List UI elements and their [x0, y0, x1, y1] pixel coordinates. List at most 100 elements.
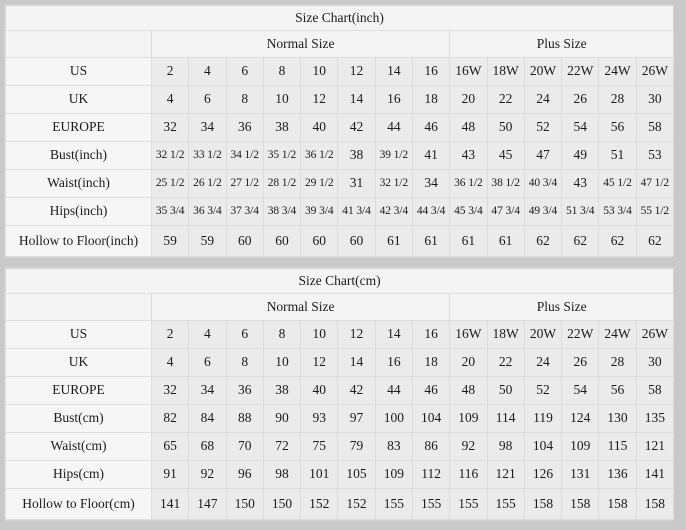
table-cell: 60 [337, 225, 376, 257]
table-cell: 62 [561, 225, 600, 257]
table-cell: 46 [411, 376, 451, 405]
table-cell: 6 [225, 320, 264, 349]
table-cell: 8 [225, 85, 264, 114]
table-cell: 24 [523, 348, 563, 377]
table-cell: 34 1/2 [225, 141, 264, 170]
table-cell: 12 [337, 57, 376, 86]
table-cell: 42 [337, 113, 376, 142]
table-cell: 4 [188, 320, 227, 349]
table-cell: 126 [523, 460, 563, 489]
table-cell: 20W [523, 320, 563, 349]
title-row: Size Chart(inch) [4, 5, 675, 31]
table-cell: 14 [337, 348, 376, 377]
table-cell: 43 [449, 141, 488, 170]
table-cell: 100 [374, 404, 413, 433]
table-cell: 115 [598, 432, 637, 461]
table-cell: 47 [523, 141, 563, 170]
table-cell: 158 [561, 488, 600, 520]
table-cell: 36 1/2 [300, 141, 339, 170]
table-row: EUROPE 32 34 36 38 40 42 44 46 48 50 52 54 56 58 [5, 376, 675, 405]
table-cell: 50 [486, 376, 525, 405]
table-cell: 14 [337, 85, 376, 114]
group-header-plus-size: Plus Size [449, 30, 675, 58]
table-cell: 49 [561, 141, 600, 170]
table-cell: 97 [337, 404, 376, 433]
table-cell: 36 1/2 [449, 169, 488, 198]
table-cell: 10 [300, 320, 339, 349]
table-cell: 91 [150, 460, 190, 489]
row-label: US [5, 320, 152, 349]
table-cell: 18W [486, 57, 525, 86]
table-cell: 26 1/2 [188, 169, 227, 198]
group-header-row: Normal Size Plus Size [5, 293, 675, 321]
table-cell: 40 [300, 113, 339, 142]
table-cell: 39 3/4 [300, 197, 339, 226]
table-cell: 54 [561, 113, 600, 142]
table-cell: 131 [561, 460, 600, 489]
table-row: Bust(cm) 82 84 88 90 93 97 100 104 109 114 119 124 13… [5, 404, 675, 433]
size-chart-inch: Size Chart(inch) Normal Size Plus Size US 2 4… [4, 4, 675, 258]
table-cell: 55 1/2 [635, 197, 675, 226]
table-cell: 51 3/4 [561, 197, 600, 226]
table-cell: 35 1/2 [262, 141, 302, 170]
table-row: Waist(inch) 25 1/2 26 1/2 27 1/2 28 1/2 29 1/… [5, 169, 675, 198]
table-cell: 104 [523, 432, 563, 461]
table-cell: 46 [411, 113, 451, 142]
table-cell: 88 [225, 404, 264, 433]
table-cell: 98 [486, 432, 525, 461]
table-cell: 34 [188, 113, 227, 142]
table-cell: 101 [300, 460, 339, 489]
table-cell: 116 [449, 460, 488, 489]
table-cell: 42 3/4 [374, 197, 413, 226]
row-label: Hips(cm) [5, 460, 152, 489]
table-cell: 12 [300, 85, 339, 114]
table-cell: 45 [486, 141, 525, 170]
table-cell: 10 [262, 348, 302, 377]
row-label: Bust(cm) [5, 404, 152, 433]
table-cell: 112 [411, 460, 451, 489]
table-cell: 28 [598, 85, 637, 114]
table-cell: 44 3/4 [411, 197, 451, 226]
row-label: Hollow to Floor(inch) [5, 225, 152, 257]
table-cell: 58 [635, 376, 675, 405]
table-cell: 38 3/4 [262, 197, 302, 226]
table-cell: 54 [561, 376, 600, 405]
table-cell: 22 [486, 348, 525, 377]
chart-title: Size Chart(cm) [4, 268, 675, 294]
table-cell: 155 [449, 488, 488, 520]
table-cell: 141 [150, 488, 190, 520]
table-cell: 4 [150, 348, 190, 377]
table-cell: 16W [449, 57, 488, 86]
table-cell: 90 [262, 404, 302, 433]
chart-title: Size Chart(inch) [4, 5, 675, 31]
table-cell: 10 [262, 85, 302, 114]
table-cell: 30 [635, 348, 675, 377]
table-cell: 72 [262, 432, 302, 461]
group-header-plus-size: Plus Size [449, 293, 675, 321]
table-row: EUROPE 32 34 36 38 40 42 44 46 48 50 52 54 56 58 [5, 113, 675, 142]
table-cell: 2 [150, 320, 190, 349]
row-label: UK [5, 348, 152, 377]
table-cell: 18W [486, 320, 525, 349]
table-cell: 155 [374, 488, 413, 520]
table-row: Waist(cm) 65 68 70 72 75 79 83 86 92 98 104 109 115 12… [5, 432, 675, 461]
group-header-corner [5, 293, 152, 321]
table-cell: 28 [598, 348, 637, 377]
table-cell: 44 [374, 113, 413, 142]
table-cell: 16 [374, 85, 413, 114]
table-cell: 92 [188, 460, 227, 489]
table-cell: 6 [188, 85, 227, 114]
table-cell: 22 [486, 85, 525, 114]
table-cell: 4 [188, 57, 227, 86]
table-cell: 53 [635, 141, 675, 170]
table-row: UK 4 6 8 10 12 14 16 18 20 22 24 26 28 30 [5, 85, 675, 114]
row-label: EUROPE [5, 376, 152, 405]
table-cell: 38 [262, 113, 302, 142]
table-cell: 70 [225, 432, 264, 461]
table-cell: 32 1/2 [150, 141, 190, 170]
table-cell: 31 [337, 169, 376, 198]
table-cell: 27 1/2 [225, 169, 264, 198]
table-cell: 84 [188, 404, 227, 433]
table-cell: 155 [486, 488, 525, 520]
table-cell: 12 [337, 320, 376, 349]
